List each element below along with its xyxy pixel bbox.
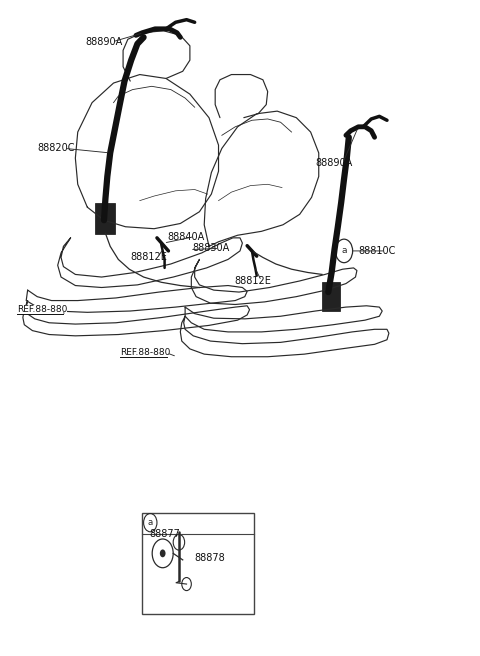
Text: 88877: 88877 (149, 529, 180, 539)
Text: 88840A: 88840A (168, 232, 204, 241)
Text: 88890A: 88890A (85, 37, 122, 47)
Text: 88830A: 88830A (192, 243, 229, 253)
Text: a: a (341, 247, 347, 255)
Circle shape (160, 550, 166, 558)
Text: 88878: 88878 (195, 553, 226, 563)
Bar (142, 513, 254, 614)
Text: a: a (148, 518, 153, 527)
Text: 88812E: 88812E (130, 253, 167, 262)
Text: REF.88-880: REF.88-880 (120, 348, 170, 358)
Text: REF.88-880: REF.88-880 (17, 305, 67, 314)
Text: 88810C: 88810C (359, 246, 396, 256)
Polygon shape (322, 282, 340, 312)
Text: 88820C: 88820C (37, 144, 75, 154)
Polygon shape (96, 203, 116, 234)
Text: 88812E: 88812E (234, 276, 271, 286)
Text: 88890A: 88890A (315, 158, 353, 169)
